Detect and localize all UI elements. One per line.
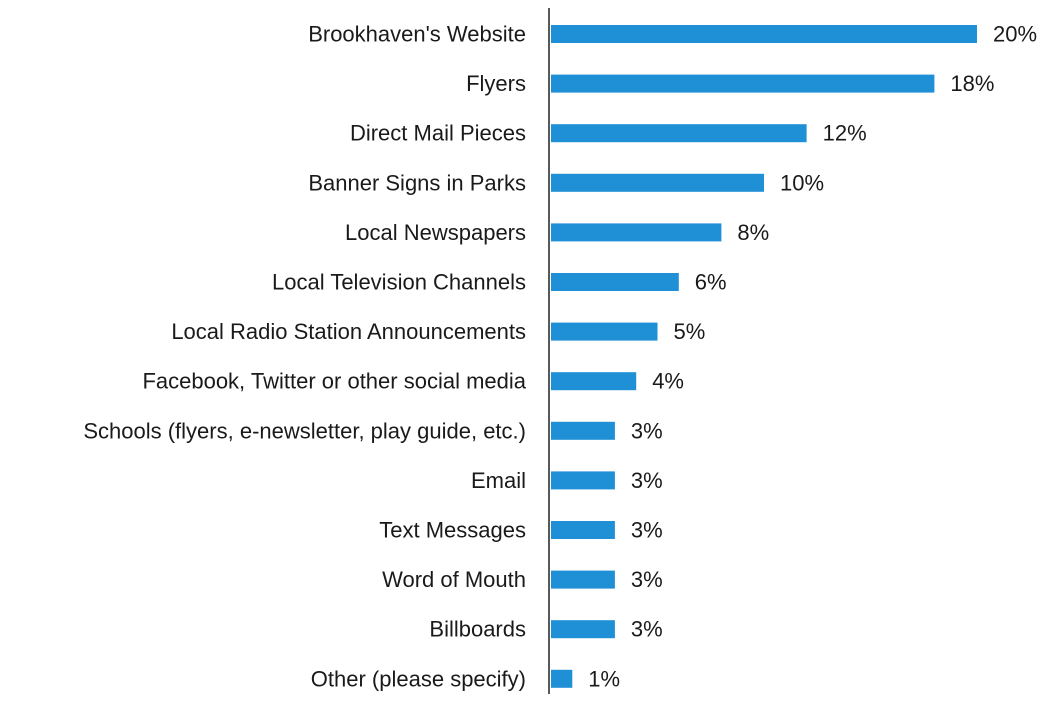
bars-group	[551, 25, 977, 688]
category-label: Word of Mouth	[382, 567, 526, 592]
bar	[551, 421, 615, 440]
bar	[551, 570, 615, 589]
data-label: 6%	[695, 270, 727, 295]
data-label: 3%	[631, 418, 663, 443]
category-label: Brookhaven's Website	[308, 22, 526, 47]
category-label: Banner Signs in Parks	[308, 170, 526, 195]
bar	[551, 273, 679, 291]
bar	[551, 521, 615, 539]
category-label: Flyers	[466, 71, 526, 96]
data-label: 18%	[950, 71, 994, 96]
bar	[551, 25, 977, 43]
bar	[551, 124, 807, 143]
category-label: Other (please specify)	[311, 666, 526, 691]
data-label: 3%	[631, 567, 663, 592]
category-label: Facebook, Twitter or other social media	[142, 369, 526, 394]
data-label: 10%	[780, 170, 824, 195]
category-label: Local Television Channels	[272, 270, 526, 295]
data-label: 3%	[631, 468, 663, 493]
bar	[551, 372, 637, 391]
data-label: 8%	[737, 220, 769, 245]
category-label: Billboards	[429, 617, 526, 642]
data-label: 4%	[652, 369, 684, 394]
category-label: Text Messages	[379, 518, 526, 543]
category-label: Local Radio Station Announcements	[171, 319, 526, 344]
data-label: 12%	[823, 121, 867, 146]
category-label: Email	[471, 468, 526, 493]
category-labels-group: Brookhaven's Website Flyers Direct Mail Pi…	[83, 22, 526, 692]
category-label: Direct Mail Pieces	[350, 121, 526, 146]
data-label: 1%	[588, 666, 620, 691]
value-labels-group: 20% 18% 12% 10% 8% 6% 5% 4% 3% 3% 3% 3% 3% 1%	[588, 22, 1037, 692]
bar	[551, 322, 658, 341]
data-label: 3%	[631, 617, 663, 642]
data-label: 5%	[674, 319, 706, 344]
bar	[551, 173, 764, 192]
bar	[551, 223, 722, 242]
bar	[551, 471, 615, 490]
category-label: Local Newspapers	[345, 220, 526, 245]
bar	[551, 669, 573, 688]
data-label: 20%	[993, 22, 1037, 47]
bar	[551, 620, 615, 639]
data-label: 3%	[631, 518, 663, 543]
bar	[551, 74, 935, 93]
category-label: Schools (flyers, e-newsletter, play guid…	[83, 418, 526, 443]
